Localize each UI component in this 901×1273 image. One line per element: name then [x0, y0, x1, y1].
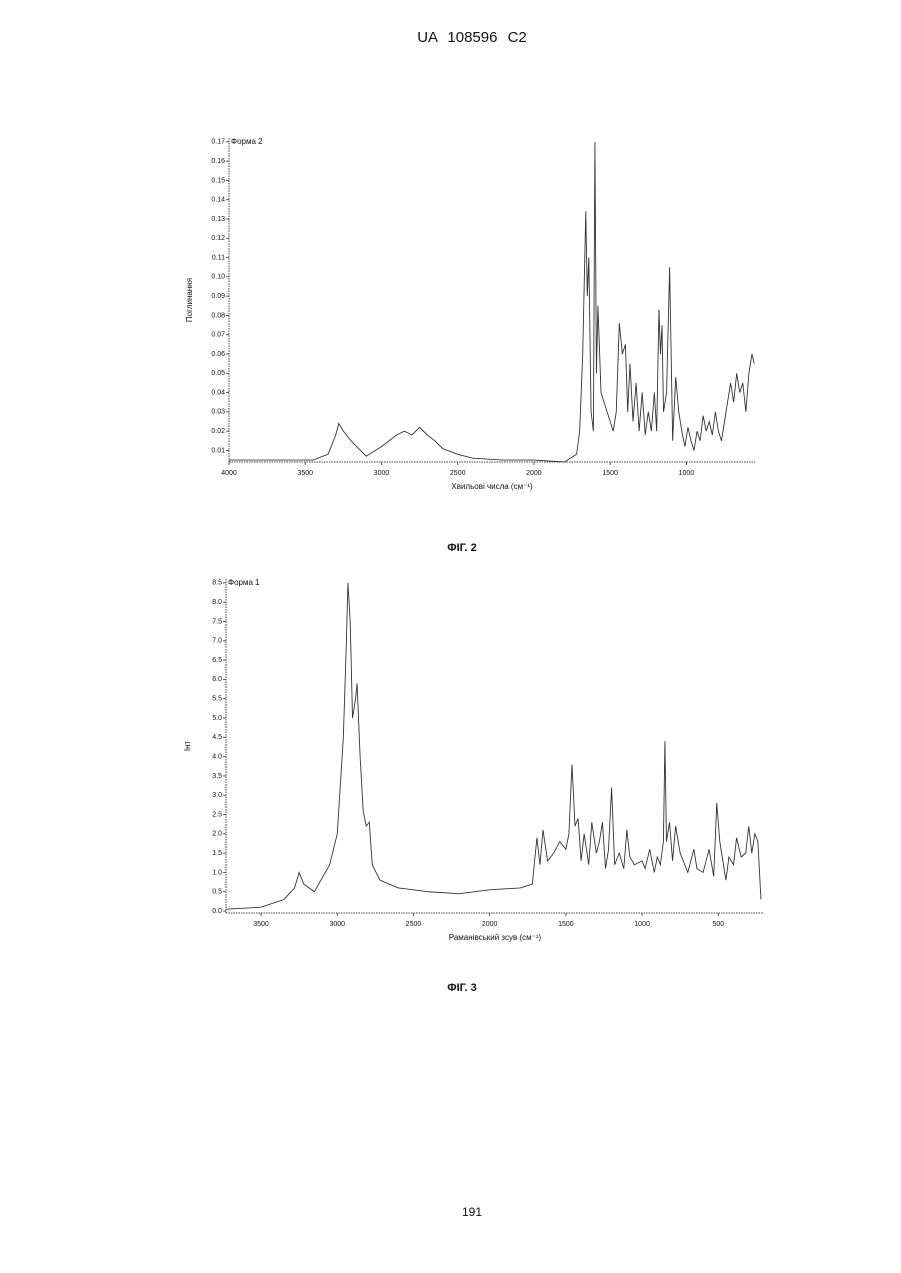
y-tick-label: 0.16	[211, 158, 225, 165]
x-tick-label: 1500	[558, 921, 574, 928]
x-tick-label: 2000	[482, 921, 498, 928]
spectrum-line	[226, 583, 761, 909]
y-tick-label: 0.01	[211, 447, 225, 454]
y-tick-label: 0.17	[211, 139, 225, 146]
y-tick-label: 0.13	[211, 216, 225, 223]
x-tick-label: 1000	[634, 921, 650, 928]
y-tick-label: 0.04	[211, 389, 225, 396]
y-tick-label: 0.14	[211, 197, 225, 204]
x-tick-label: 1000	[679, 470, 695, 477]
x-axis-label: Хвильові числа (см⁻¹)	[451, 482, 533, 491]
x-tick-label: 500	[712, 921, 724, 928]
y-tick-label: 0.5	[212, 889, 222, 896]
x-tick-label: 3500	[253, 921, 269, 928]
y-tick-label: 0.12	[211, 235, 225, 242]
y-tick-label: 0.0	[212, 908, 222, 915]
y-tick-label: 7.0	[212, 638, 222, 645]
y-tick-label: 0.02	[211, 428, 225, 435]
y-tick-label: 4.5	[212, 734, 222, 741]
y-tick-label: 1.5	[212, 850, 222, 857]
y-axis-label: Інт	[183, 741, 192, 752]
y-tick-label: 8.0	[212, 599, 222, 606]
series-annotation: Форма 2	[231, 137, 263, 146]
x-tick-label: 2500	[450, 470, 466, 477]
x-tick-label: 2500	[406, 921, 422, 928]
y-tick-label: 5.5	[212, 696, 222, 703]
y-tick-label: 6.5	[212, 657, 222, 664]
y-tick-label: 2.5	[212, 811, 222, 818]
y-tick-label: 2.0	[212, 831, 222, 838]
x-tick-label: 2000	[526, 470, 542, 477]
spectrum-line	[229, 142, 754, 462]
figure-caption: ФІГ. 3	[447, 982, 477, 994]
y-tick-label: 3.0	[212, 792, 222, 799]
header: UA 108596 C2	[417, 29, 527, 46]
y-tick-label: 0.15	[211, 177, 225, 184]
page: UA 108596 C2 191 0.01 0.02 0.03 0.04 0.05 0.0…	[0, 0, 901, 1273]
y-tick-label: 0.05	[211, 370, 225, 377]
y-tick-label: 1.0	[212, 869, 222, 876]
y-tick-label: 8.5	[212, 580, 222, 587]
x-tick-label: 1500	[602, 470, 618, 477]
x-tick-label: 3000	[374, 470, 390, 477]
y-tick-label: 5.0	[212, 715, 222, 722]
y-tick-label: 0.10	[211, 274, 225, 281]
page-number: 191	[462, 1205, 482, 1219]
y-tick-label: 7.5	[212, 618, 222, 625]
y-tick-label: 0.07	[211, 332, 225, 339]
y-tick-label: 0.11	[212, 254, 225, 261]
x-axis-label: Раманівський зсув (см⁻¹)	[449, 933, 542, 942]
y-axis-label: Поглинання	[185, 278, 194, 322]
y-tick-label: 0.09	[211, 293, 225, 300]
x-tick-label: 4000	[221, 470, 237, 477]
series-annotation: Форма 1	[228, 578, 260, 587]
figure-caption: ФІГ. 2	[447, 542, 477, 554]
y-tick-label: 3.5	[212, 773, 222, 780]
x-tick-label: 3000	[329, 921, 345, 928]
y-tick-label: 0.06	[211, 351, 225, 358]
y-tick-label: 4.0	[212, 753, 222, 760]
y-tick-label: 0.03	[211, 409, 225, 416]
y-tick-label: 6.0	[212, 676, 222, 683]
y-tick-label: 0.08	[211, 312, 225, 319]
x-tick-label: 3500	[297, 470, 313, 477]
